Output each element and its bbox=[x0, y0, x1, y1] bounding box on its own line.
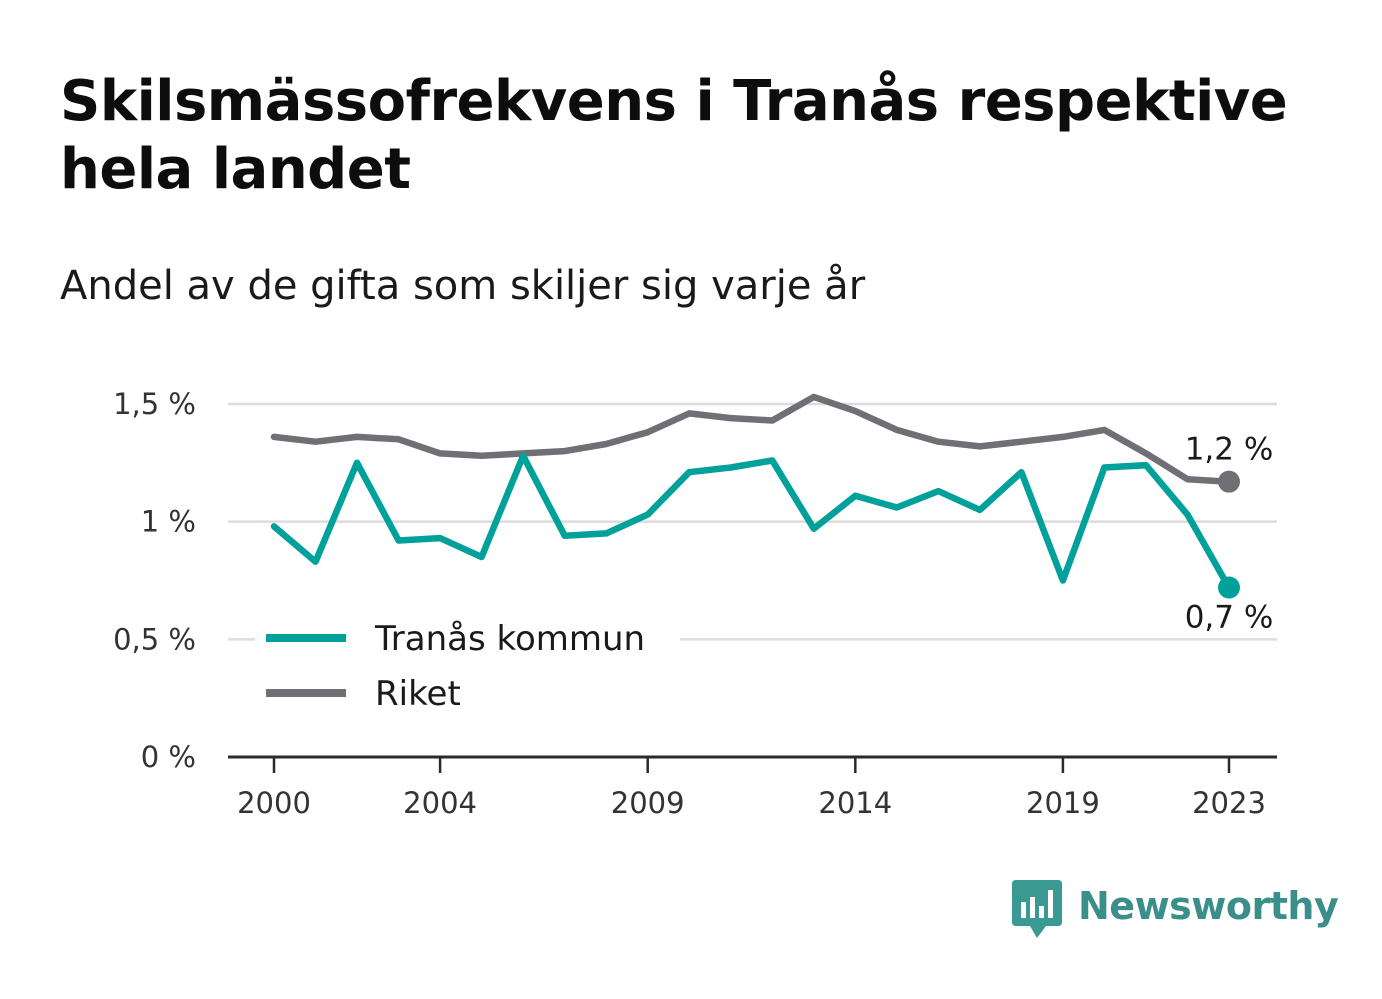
series-line-tranas bbox=[270, 452, 1233, 591]
x-tick-label: 2000 bbox=[237, 786, 311, 820]
series-line-riket bbox=[270, 393, 1233, 485]
end-point-tranas bbox=[1218, 576, 1240, 599]
legend-label-tranas: Tranås kommun bbox=[374, 619, 645, 659]
end-label-bg-tranas bbox=[1179, 599, 1279, 638]
newsworthy-logo: Newsworthy bbox=[1012, 878, 1339, 942]
legend-background bbox=[255, 605, 680, 720]
x-tick-label: 2004 bbox=[403, 786, 477, 820]
chart-title: Skilsmässofrekvens i Tranås respektive h… bbox=[60, 69, 1288, 202]
bar-chart-bubble-icon bbox=[1012, 880, 1062, 938]
y-tick-label: 0 % bbox=[141, 740, 196, 774]
y-tick-label: 1,5 % bbox=[113, 387, 196, 421]
legend: Tranås kommun Riket bbox=[255, 605, 680, 720]
legend-label-riket: Riket bbox=[375, 674, 461, 714]
end-labels: 0,7 % 1,2 % bbox=[1179, 432, 1279, 638]
brand-name: Newsworthy bbox=[1078, 884, 1339, 928]
axes: 0 % 0,5 % 1 % 1,5 % 2000 2004 2009 2014 2019 2023 bbox=[113, 387, 1277, 820]
end-label-riket: 1,2 % bbox=[1185, 432, 1274, 468]
y-tick-label: 0,5 % bbox=[113, 622, 196, 656]
end-label-tranas: 0,7 % bbox=[1185, 600, 1274, 636]
x-tick-label: 2023 bbox=[1192, 786, 1266, 820]
end-point-riket bbox=[1218, 470, 1240, 493]
x-tick-label: 2014 bbox=[818, 786, 892, 820]
x-tick-label: 2009 bbox=[611, 786, 685, 820]
chart-subtitle: Andel av de gifta som skiljer sig varje … bbox=[60, 263, 866, 309]
series bbox=[270, 393, 1240, 599]
x-tick-label: 2019 bbox=[1026, 786, 1100, 820]
y-tick-label: 1 % bbox=[141, 505, 196, 539]
